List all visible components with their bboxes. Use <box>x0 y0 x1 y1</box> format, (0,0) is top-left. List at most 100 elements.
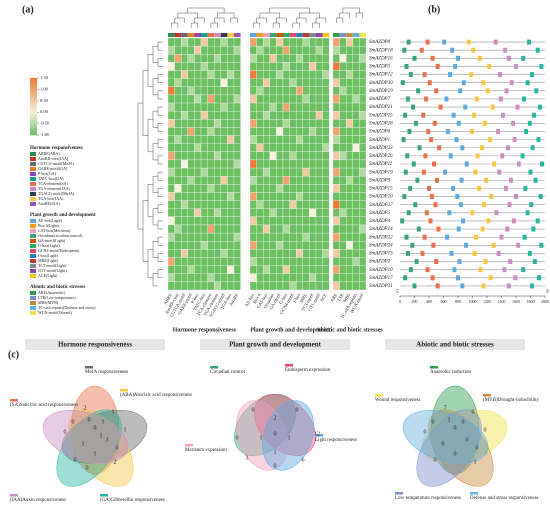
heat-cell <box>220 151 228 161</box>
heat-cell <box>289 184 297 193</box>
heat-cell <box>187 78 195 87</box>
heat-cell <box>194 70 202 79</box>
heat-cell <box>256 111 264 120</box>
heat-cell <box>263 45 270 55</box>
x-tick-label: 1400 <box>498 299 506 304</box>
heat-cell <box>276 281 284 291</box>
heat-cell <box>256 94 264 104</box>
venn-swatch <box>120 389 128 392</box>
heat-cell <box>315 249 323 258</box>
legend-label: GARE-motif(GA) <box>38 166 68 171</box>
heat-cell <box>249 232 257 242</box>
motif <box>437 145 442 151</box>
dendrogram <box>355 12 363 18</box>
heat-cell <box>249 119 257 128</box>
heat-cell <box>359 192 367 201</box>
heat-cell <box>296 176 303 185</box>
heat-cell <box>167 257 175 266</box>
heat-cell <box>194 273 202 283</box>
heat-cell <box>322 159 330 169</box>
heat-cell <box>263 127 270 136</box>
venn-count: 1 <box>102 419 105 425</box>
heat-cell <box>200 224 208 234</box>
heat-cell <box>269 86 277 96</box>
heat-cell <box>174 224 182 234</box>
gene-label: SmAZDP2 <box>369 260 391 265</box>
heat-cell <box>220 45 228 55</box>
heat-cell <box>302 70 310 79</box>
colorbar-step <box>30 79 37 83</box>
heat-cell <box>332 54 340 63</box>
heat-cell <box>227 151 235 161</box>
venn-count: 0 <box>236 435 239 441</box>
column-color <box>201 33 208 37</box>
venn-count: 1 <box>260 435 263 441</box>
heat-cell <box>346 200 353 209</box>
heat-cell <box>302 111 310 120</box>
dendrogram <box>157 74 163 83</box>
heat-cell <box>322 62 330 71</box>
legend-swatch <box>30 202 36 206</box>
heat-cell <box>302 78 310 87</box>
heat-cell <box>322 216 330 226</box>
heat-cell <box>276 151 284 161</box>
motif <box>500 153 505 159</box>
heat-cell <box>207 143 215 152</box>
heat-cell <box>167 167 175 177</box>
motif <box>508 259 513 265</box>
heat-cell <box>174 111 182 120</box>
heat-cell <box>174 257 182 266</box>
heat-cell <box>194 208 202 217</box>
heat-cell <box>174 176 182 185</box>
heat-cell <box>256 241 264 250</box>
heat-cell <box>194 159 202 169</box>
motif <box>447 210 452 216</box>
motif <box>524 128 529 134</box>
heat-cell <box>207 127 215 136</box>
motif <box>412 55 417 61</box>
heat-cell <box>322 102 330 112</box>
heat-cell <box>214 200 221 209</box>
heat-cell <box>181 224 188 234</box>
heat-cell <box>227 167 235 177</box>
colorbar-step <box>30 125 37 128</box>
heat-cell <box>269 151 277 161</box>
heat-cell <box>309 159 317 169</box>
heat-cell <box>359 281 367 291</box>
heat-cell <box>352 200 360 209</box>
motif <box>508 177 513 183</box>
heat-cell <box>315 135 323 144</box>
colorbar-step <box>30 93 37 96</box>
heat-cell <box>359 159 367 169</box>
heat-cell <box>352 111 360 120</box>
heat-cell <box>214 273 221 283</box>
heat-cell <box>181 216 188 226</box>
heat-cell <box>302 200 310 209</box>
legend-label: ABRE(ABA) <box>38 151 60 156</box>
legend-swatch <box>30 219 36 223</box>
heat-cell <box>220 232 228 242</box>
heat-cell <box>296 216 303 226</box>
legend-swatch <box>30 197 36 201</box>
heat-cell <box>167 102 175 112</box>
heat-cell <box>194 249 202 258</box>
heat-cell <box>346 37 353 47</box>
motif <box>513 275 518 281</box>
heat-cell <box>289 159 297 169</box>
motif <box>403 275 408 281</box>
venn-count: 0 <box>116 445 119 451</box>
legend-label: ARE(Anaerobic) <box>38 290 66 295</box>
motif <box>533 177 538 183</box>
heat-cell <box>289 70 297 79</box>
heat-cell <box>332 151 340 161</box>
column-color <box>174 33 182 37</box>
heat-cell <box>296 37 303 47</box>
heat-cell <box>315 208 323 217</box>
heat-cell <box>352 54 360 63</box>
heat-cell <box>187 265 195 274</box>
heat-cell <box>322 45 330 55</box>
motif <box>536 137 541 143</box>
heat-cell <box>174 143 182 152</box>
heat-cell <box>289 78 297 87</box>
heat-cell <box>207 224 215 234</box>
